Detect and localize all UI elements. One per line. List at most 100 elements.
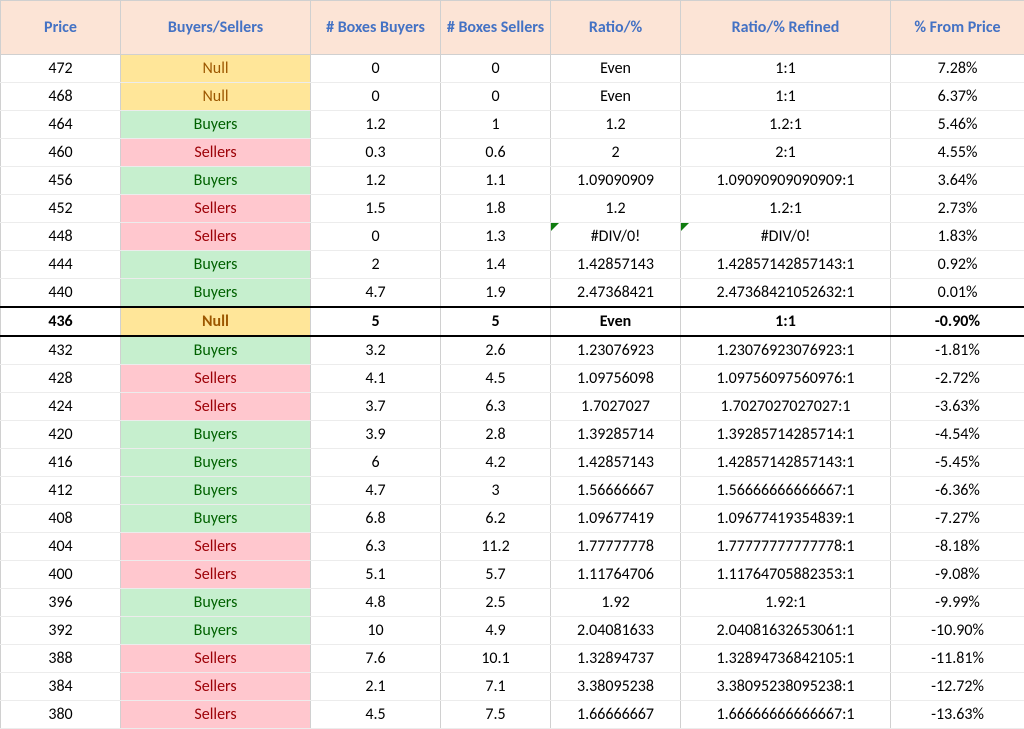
cell-sb[interactable]: 0 [441,55,551,83]
header-sb[interactable]: # Boxes Sellers [441,1,551,55]
cell-pct[interactable]: -0.90% [891,307,1024,336]
cell-bs[interactable]: Sellers [121,139,311,167]
cell-ratio[interactable]: 2.47368421 [551,279,681,308]
cell-bb[interactable]: 4.5 [311,701,441,729]
cell-refined[interactable]: 1.09756097560976:1 [681,365,891,393]
cell-bs[interactable]: Sellers [121,561,311,589]
cell-price[interactable]: 436 [1,307,121,336]
cell-bs[interactable]: Buyers [121,279,311,308]
cell-refined[interactable]: 1.56666666666667:1 [681,477,891,505]
cell-ratio[interactable]: Even [551,83,681,111]
table-row[interactable]: 428Sellers4.14.51.097560981.097560975609… [1,365,1024,393]
cell-bb[interactable]: 4.7 [311,279,441,308]
table-row[interactable]: 424Sellers3.76.31.70270271.7027027027027… [1,393,1024,421]
cell-price[interactable]: 472 [1,55,121,83]
cell-pct[interactable]: -1.81% [891,336,1024,365]
cell-ratio[interactable]: 2.04081633 [551,617,681,645]
cell-ratio[interactable]: 1.09756098 [551,365,681,393]
cell-bs[interactable]: Buyers [121,167,311,195]
cell-sb[interactable]: 2.8 [441,421,551,449]
cell-price[interactable]: 464 [1,111,121,139]
cell-pct[interactable]: 7.28% [891,55,1024,83]
cell-bs[interactable]: Null [121,55,311,83]
table-row[interactable]: 452Sellers1.51.81.21.2:12.73% [1,195,1024,223]
cell-ratio[interactable]: 1.92 [551,589,681,617]
cell-ratio[interactable]: 1.42857143 [551,251,681,279]
cell-bs[interactable]: Sellers [121,533,311,561]
cell-sb[interactable]: 1.9 [441,279,551,308]
cell-sb[interactable]: 1.8 [441,195,551,223]
cell-sb[interactable]: 2.6 [441,336,551,365]
cell-ratio[interactable]: 1.09090909 [551,167,681,195]
header-bs[interactable]: Buyers/Sellers [121,1,311,55]
cell-pct[interactable]: -3.63% [891,393,1024,421]
cell-bs[interactable]: Sellers [121,195,311,223]
table-row[interactable]: 388Sellers7.610.11.328947371.32894736842… [1,645,1024,673]
cell-price[interactable]: 404 [1,533,121,561]
table-row[interactable]: 456Buyers1.21.11.090909091.0909090909090… [1,167,1024,195]
table-row[interactable]: 472Null00Even1:17.28% [1,55,1024,83]
cell-pct[interactable]: -10.90% [891,617,1024,645]
cell-pct[interactable]: -13.63% [891,701,1024,729]
cell-refined[interactable]: 1.2:1 [681,111,891,139]
cell-refined[interactable]: 1.23076923076923:1 [681,336,891,365]
cell-price[interactable]: 392 [1,617,121,645]
header-ratio[interactable]: Ratio/% [551,1,681,55]
cell-price[interactable]: 460 [1,139,121,167]
header-bb[interactable]: # Boxes Buyers [311,1,441,55]
cell-ratio[interactable]: 2 [551,139,681,167]
cell-refined[interactable]: 1.66666666666667:1 [681,701,891,729]
cell-refined[interactable]: 1:1 [681,307,891,336]
cell-pct[interactable]: -11.81% [891,645,1024,673]
cell-sb[interactable]: 5 [441,307,551,336]
cell-ratio[interactable]: 1.66666667 [551,701,681,729]
cell-ratio[interactable]: 1.09677419 [551,505,681,533]
cell-pct[interactable]: -4.54% [891,421,1024,449]
cell-sb[interactable]: 4.5 [441,365,551,393]
header-pct[interactable]: % From Price [891,1,1024,55]
cell-sb[interactable]: 3 [441,477,551,505]
cell-refined[interactable]: 1.2:1 [681,195,891,223]
cell-refined[interactable]: 1.77777777777778:1 [681,533,891,561]
cell-bb[interactable]: 1.2 [311,167,441,195]
table-row[interactable]: 420Buyers3.92.81.392857141.3928571428571… [1,421,1024,449]
cell-price[interactable]: 420 [1,421,121,449]
cell-bs[interactable]: Sellers [121,223,311,251]
cell-sb[interactable]: 5.7 [441,561,551,589]
cell-bb[interactable]: 0.3 [311,139,441,167]
cell-bb[interactable]: 4.8 [311,589,441,617]
cell-sb[interactable]: 7.1 [441,673,551,701]
cell-bs[interactable]: Null [121,83,311,111]
table-row[interactable]: 404Sellers6.311.21.777777781.77777777777… [1,533,1024,561]
cell-sb[interactable]: 10.1 [441,645,551,673]
cell-bs[interactable]: Buyers [121,505,311,533]
cell-pct[interactable]: 1.83% [891,223,1024,251]
table-row[interactable]: 392Buyers104.92.040816332.04081632653061… [1,617,1024,645]
cell-bs[interactable]: Sellers [121,645,311,673]
cell-pct[interactable]: 6.37% [891,83,1024,111]
cell-refined[interactable]: 2:1 [681,139,891,167]
table-row[interactable]: 440Buyers4.71.92.473684212.4736842105263… [1,279,1024,308]
cell-pct[interactable]: -2.72% [891,365,1024,393]
cell-price[interactable]: 444 [1,251,121,279]
header-refined[interactable]: Ratio/% Refined [681,1,891,55]
cell-price[interactable]: 456 [1,167,121,195]
cell-ratio[interactable]: 1.42857143 [551,449,681,477]
cell-pct[interactable]: -7.27% [891,505,1024,533]
cell-price[interactable]: 416 [1,449,121,477]
cell-bb[interactable]: 5.1 [311,561,441,589]
cell-sb[interactable]: 2.5 [441,589,551,617]
cell-bs[interactable]: Sellers [121,365,311,393]
cell-bb[interactable]: 6 [311,449,441,477]
cell-bb[interactable]: 6.3 [311,533,441,561]
cell-bs[interactable]: Buyers [121,449,311,477]
table-row[interactable]: 460Sellers0.30.622:14.55% [1,139,1024,167]
cell-bs[interactable]: Buyers [121,111,311,139]
cell-sb[interactable]: 0.6 [441,139,551,167]
cell-ratio[interactable]: 1.2 [551,195,681,223]
cell-price[interactable]: 424 [1,393,121,421]
table-row[interactable]: 384Sellers2.17.13.380952383.380952380952… [1,673,1024,701]
cell-sb[interactable]: 4.9 [441,617,551,645]
cell-price[interactable]: 408 [1,505,121,533]
cell-refined[interactable]: 1.42857142857143:1 [681,251,891,279]
